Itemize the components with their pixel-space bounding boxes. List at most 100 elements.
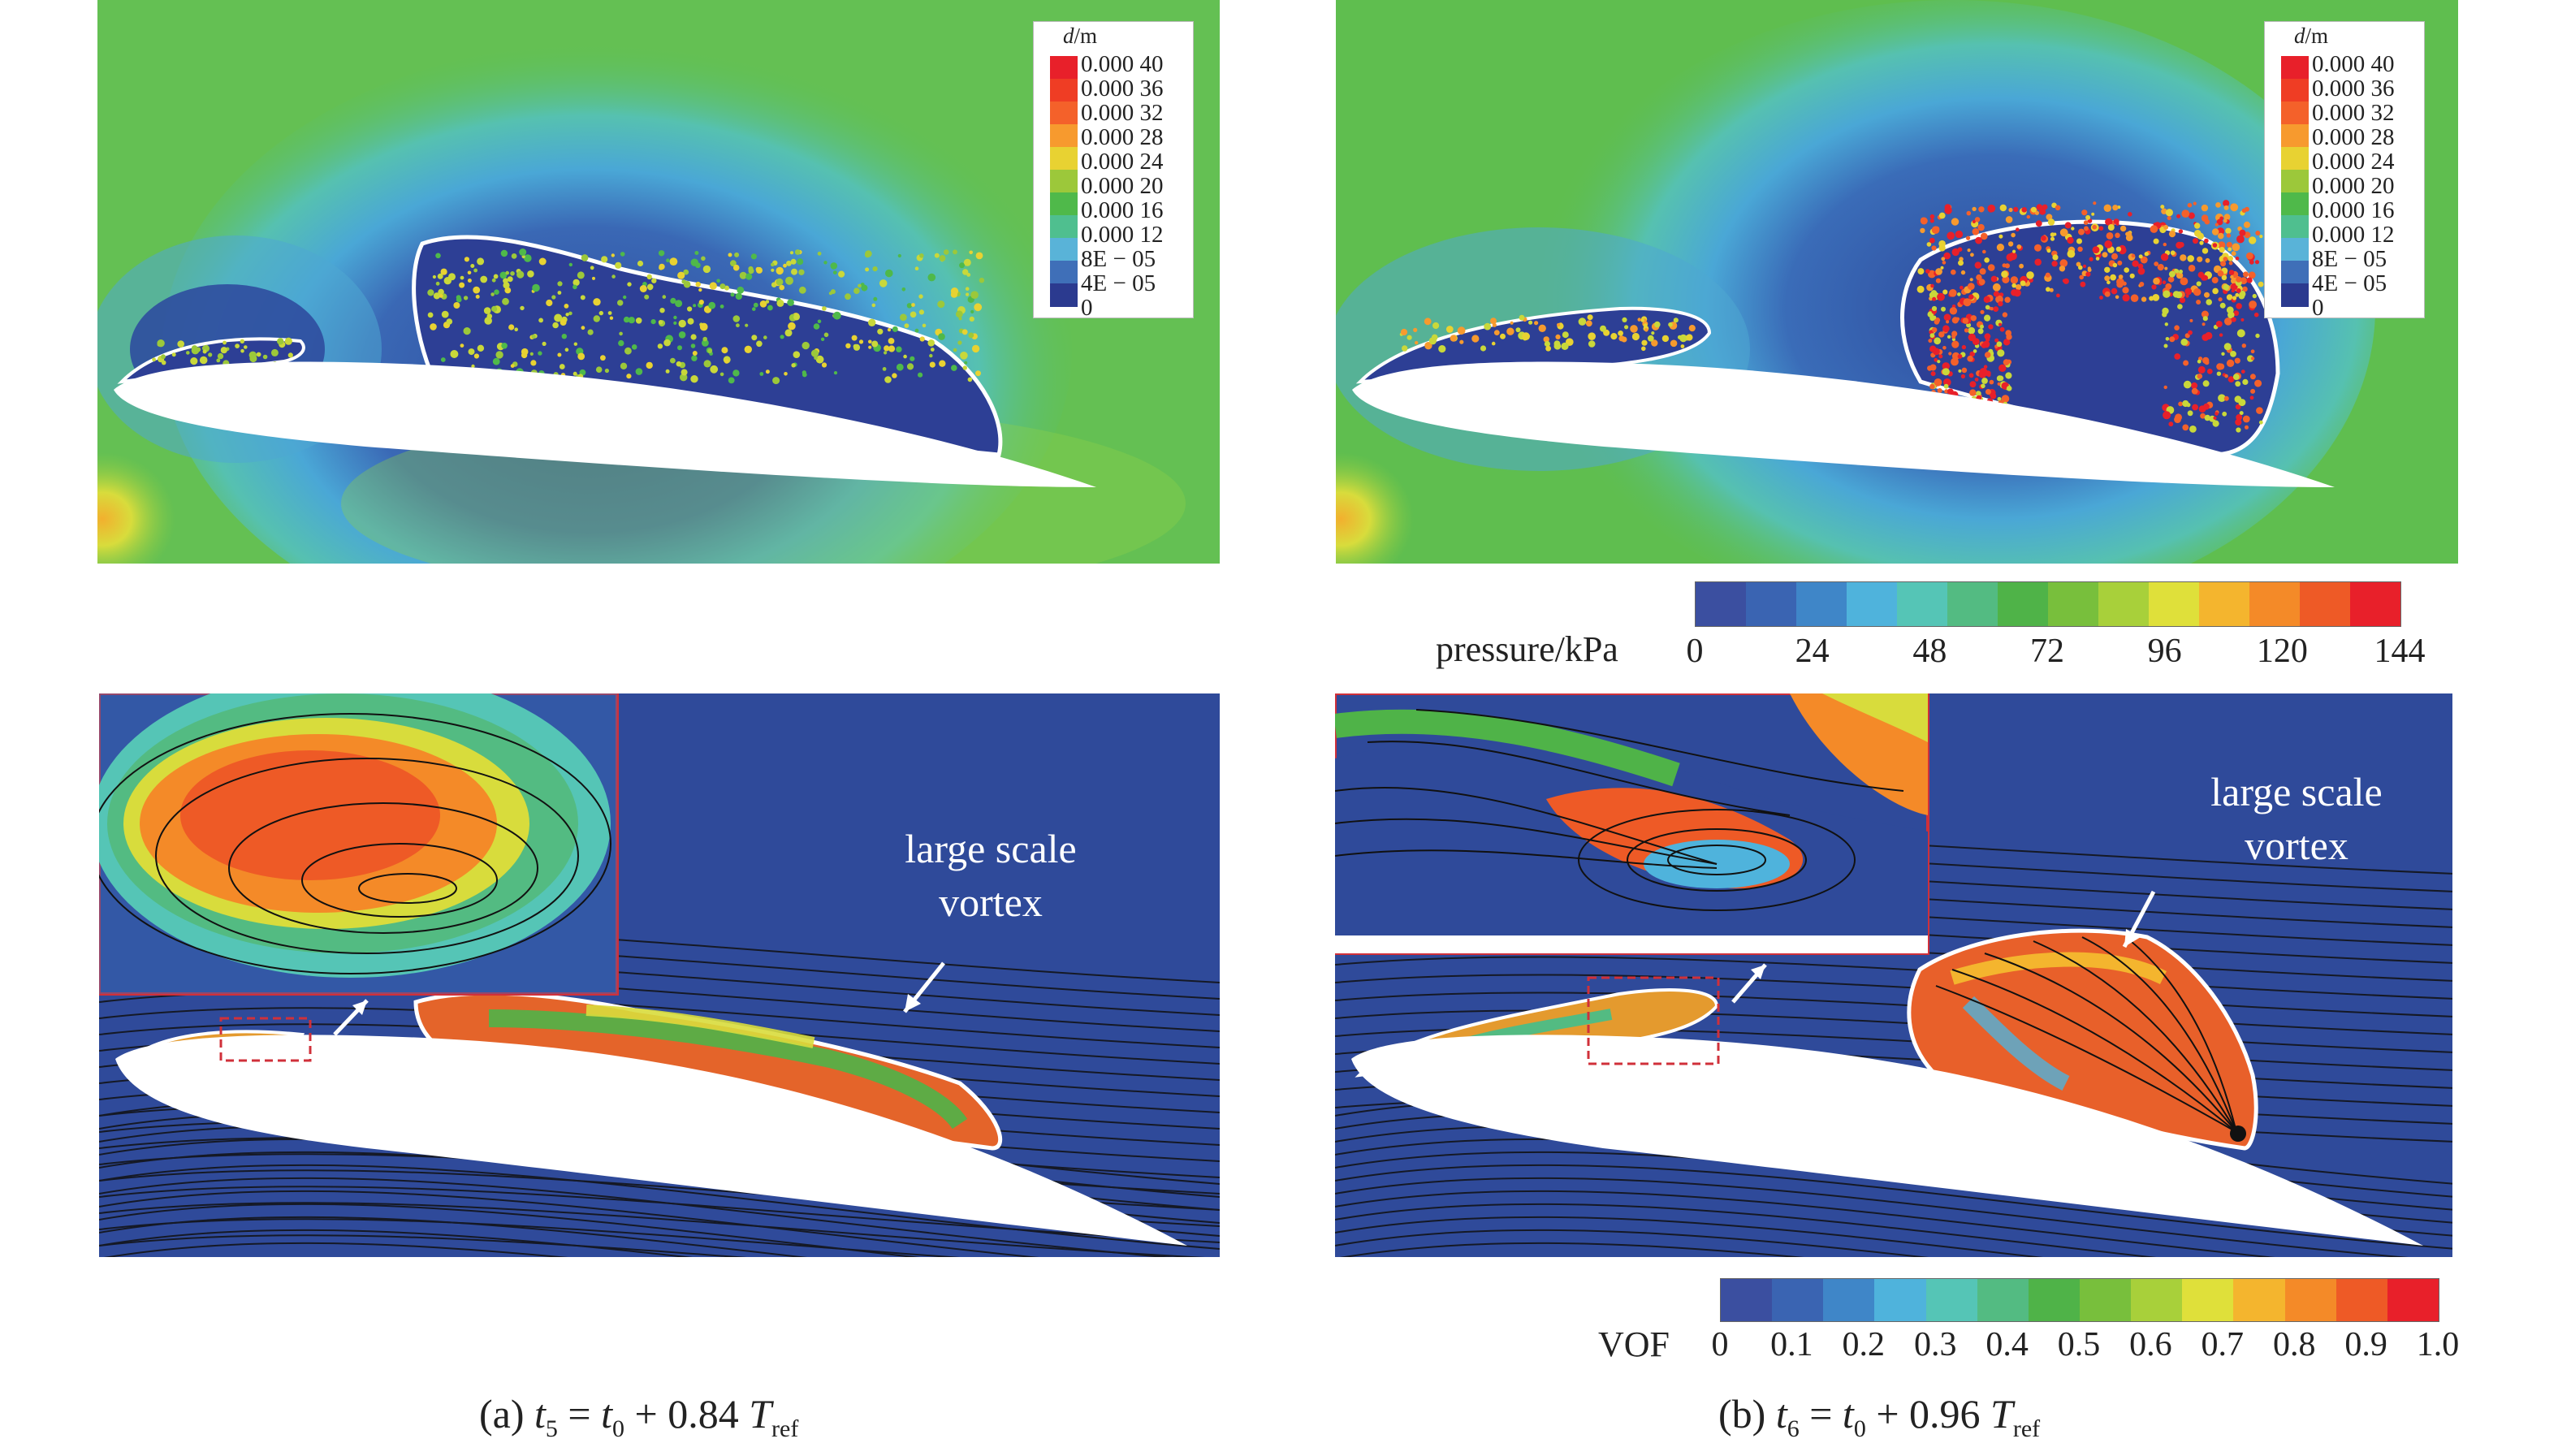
bubble-particle [467, 279, 472, 283]
colorbar-segment [2149, 582, 2199, 626]
legend-label: 0.000 40 [2312, 51, 2395, 77]
bubble-particle [906, 303, 913, 309]
bubble-particle [609, 316, 614, 320]
bubble-particle [2214, 223, 2219, 227]
bubble-particle [2196, 281, 2202, 287]
bubble-particle [681, 279, 686, 284]
bubble-particle [663, 339, 671, 347]
legend-swatches-a [1050, 56, 1078, 307]
bubble-particle [681, 369, 688, 376]
bubble-particle [959, 262, 965, 269]
bubble-particle [2055, 205, 2061, 211]
bubble-particle [865, 267, 870, 272]
bubble-particle [865, 250, 872, 257]
legend-swatch [1050, 102, 1078, 125]
bubble-particle [2041, 235, 2046, 241]
legend-swatch [1050, 56, 1078, 80]
bubble-particle [1938, 244, 1946, 252]
bubble-particle [651, 278, 657, 283]
bubble-particle [531, 334, 536, 339]
streamline [1335, 1009, 2452, 1053]
bubble-particle [2085, 271, 2091, 277]
bubble-particle [1960, 270, 1966, 275]
bubble-particle [2236, 276, 2242, 283]
bubble-particle [2243, 271, 2249, 278]
bubble-particle [1621, 336, 1627, 343]
bubble-particle [1951, 331, 1958, 337]
bubble-particle [1528, 320, 1533, 325]
colorbar-segment [1998, 582, 2048, 626]
bubble-particle [2016, 284, 2022, 291]
bubble-particle [2191, 387, 2198, 395]
legend-swatch [2281, 102, 2309, 125]
bubble-particle [440, 357, 446, 362]
bubble-particle [2110, 274, 2116, 281]
bubble-particle [177, 340, 184, 348]
bubble-particle [2230, 351, 2236, 357]
bubble-particle [186, 351, 190, 355]
bubble-particle [1949, 289, 1957, 297]
colorbar-tick-label: 0.5 [2057, 1326, 2101, 1363]
bubble-particle [2219, 247, 2225, 253]
bubble-particle [830, 289, 836, 295]
bubble-particle [2235, 404, 2241, 410]
bubble-particle [1942, 346, 1947, 350]
bubble-particle [2150, 225, 2158, 233]
bubble-particle [687, 306, 693, 312]
bubble-particle [744, 345, 752, 353]
bubble-particle [2252, 293, 2257, 299]
colorbar-segment [1796, 582, 1847, 626]
streamline [1340, 1242, 1804, 1257]
bubble-particle [690, 343, 696, 348]
bubble-particle [2115, 232, 2120, 239]
bubble-particle [1997, 382, 2001, 386]
pressure-field-panel-a [97, 0, 1220, 564]
bubble-particle [730, 260, 737, 267]
bubble-particle [1957, 247, 1963, 253]
bubble-particle [2194, 223, 2201, 229]
bubble-particle [771, 262, 775, 267]
bubble-particle [565, 313, 569, 317]
bubble-particle [2234, 357, 2240, 364]
bubble-particle [501, 343, 508, 349]
bubble-particle [623, 295, 627, 300]
bubble-particle [1934, 378, 1942, 387]
bubble-particle [2231, 251, 2236, 257]
bubble-particle [1651, 339, 1658, 347]
bubble-particle [1428, 337, 1437, 345]
bubble-particle [739, 271, 747, 279]
bubble-particle [1413, 327, 1418, 332]
bubble-particle [2197, 256, 2203, 262]
bubble-particle [703, 360, 711, 368]
bubble-particle [659, 308, 665, 313]
legend-label: 0.000 20 [2312, 173, 2395, 199]
bubble-particle [520, 305, 525, 311]
bubble-particle [532, 283, 540, 292]
bubble-particle [1943, 252, 1951, 260]
bubble-particle [2006, 386, 2012, 391]
colorbar-segment [1874, 1279, 1926, 1321]
vof-streamline-panel-b [1335, 693, 2452, 1257]
bubble-particles-a [152, 248, 985, 385]
legend-label: 0.000 12 [2312, 222, 2395, 248]
bubble-particle [1957, 354, 1963, 359]
bubble-particle [2231, 317, 2236, 322]
bubble-particle [868, 339, 872, 344]
bubble-particle [2230, 283, 2238, 291]
legend-label: 8E − 05 [2312, 246, 2387, 272]
bubble-particle [2126, 231, 2132, 238]
bubble-particle [832, 311, 841, 320]
bubble-particle [918, 309, 924, 315]
bubble-particle [1967, 248, 1971, 253]
bubble-particle [1951, 248, 1960, 257]
bubble-particle [1987, 264, 1995, 271]
colorbar-tick-label: 72 [2030, 633, 2064, 670]
bubble-particle [2169, 336, 2176, 343]
bubble-particle [2180, 277, 2189, 286]
streamline [99, 1164, 1220, 1250]
bubble-particle [900, 313, 907, 322]
bubble-particle [957, 340, 962, 345]
bubble-particle [2163, 411, 2171, 420]
legend-swatch [2281, 147, 2309, 171]
bubble-particle [853, 287, 860, 295]
